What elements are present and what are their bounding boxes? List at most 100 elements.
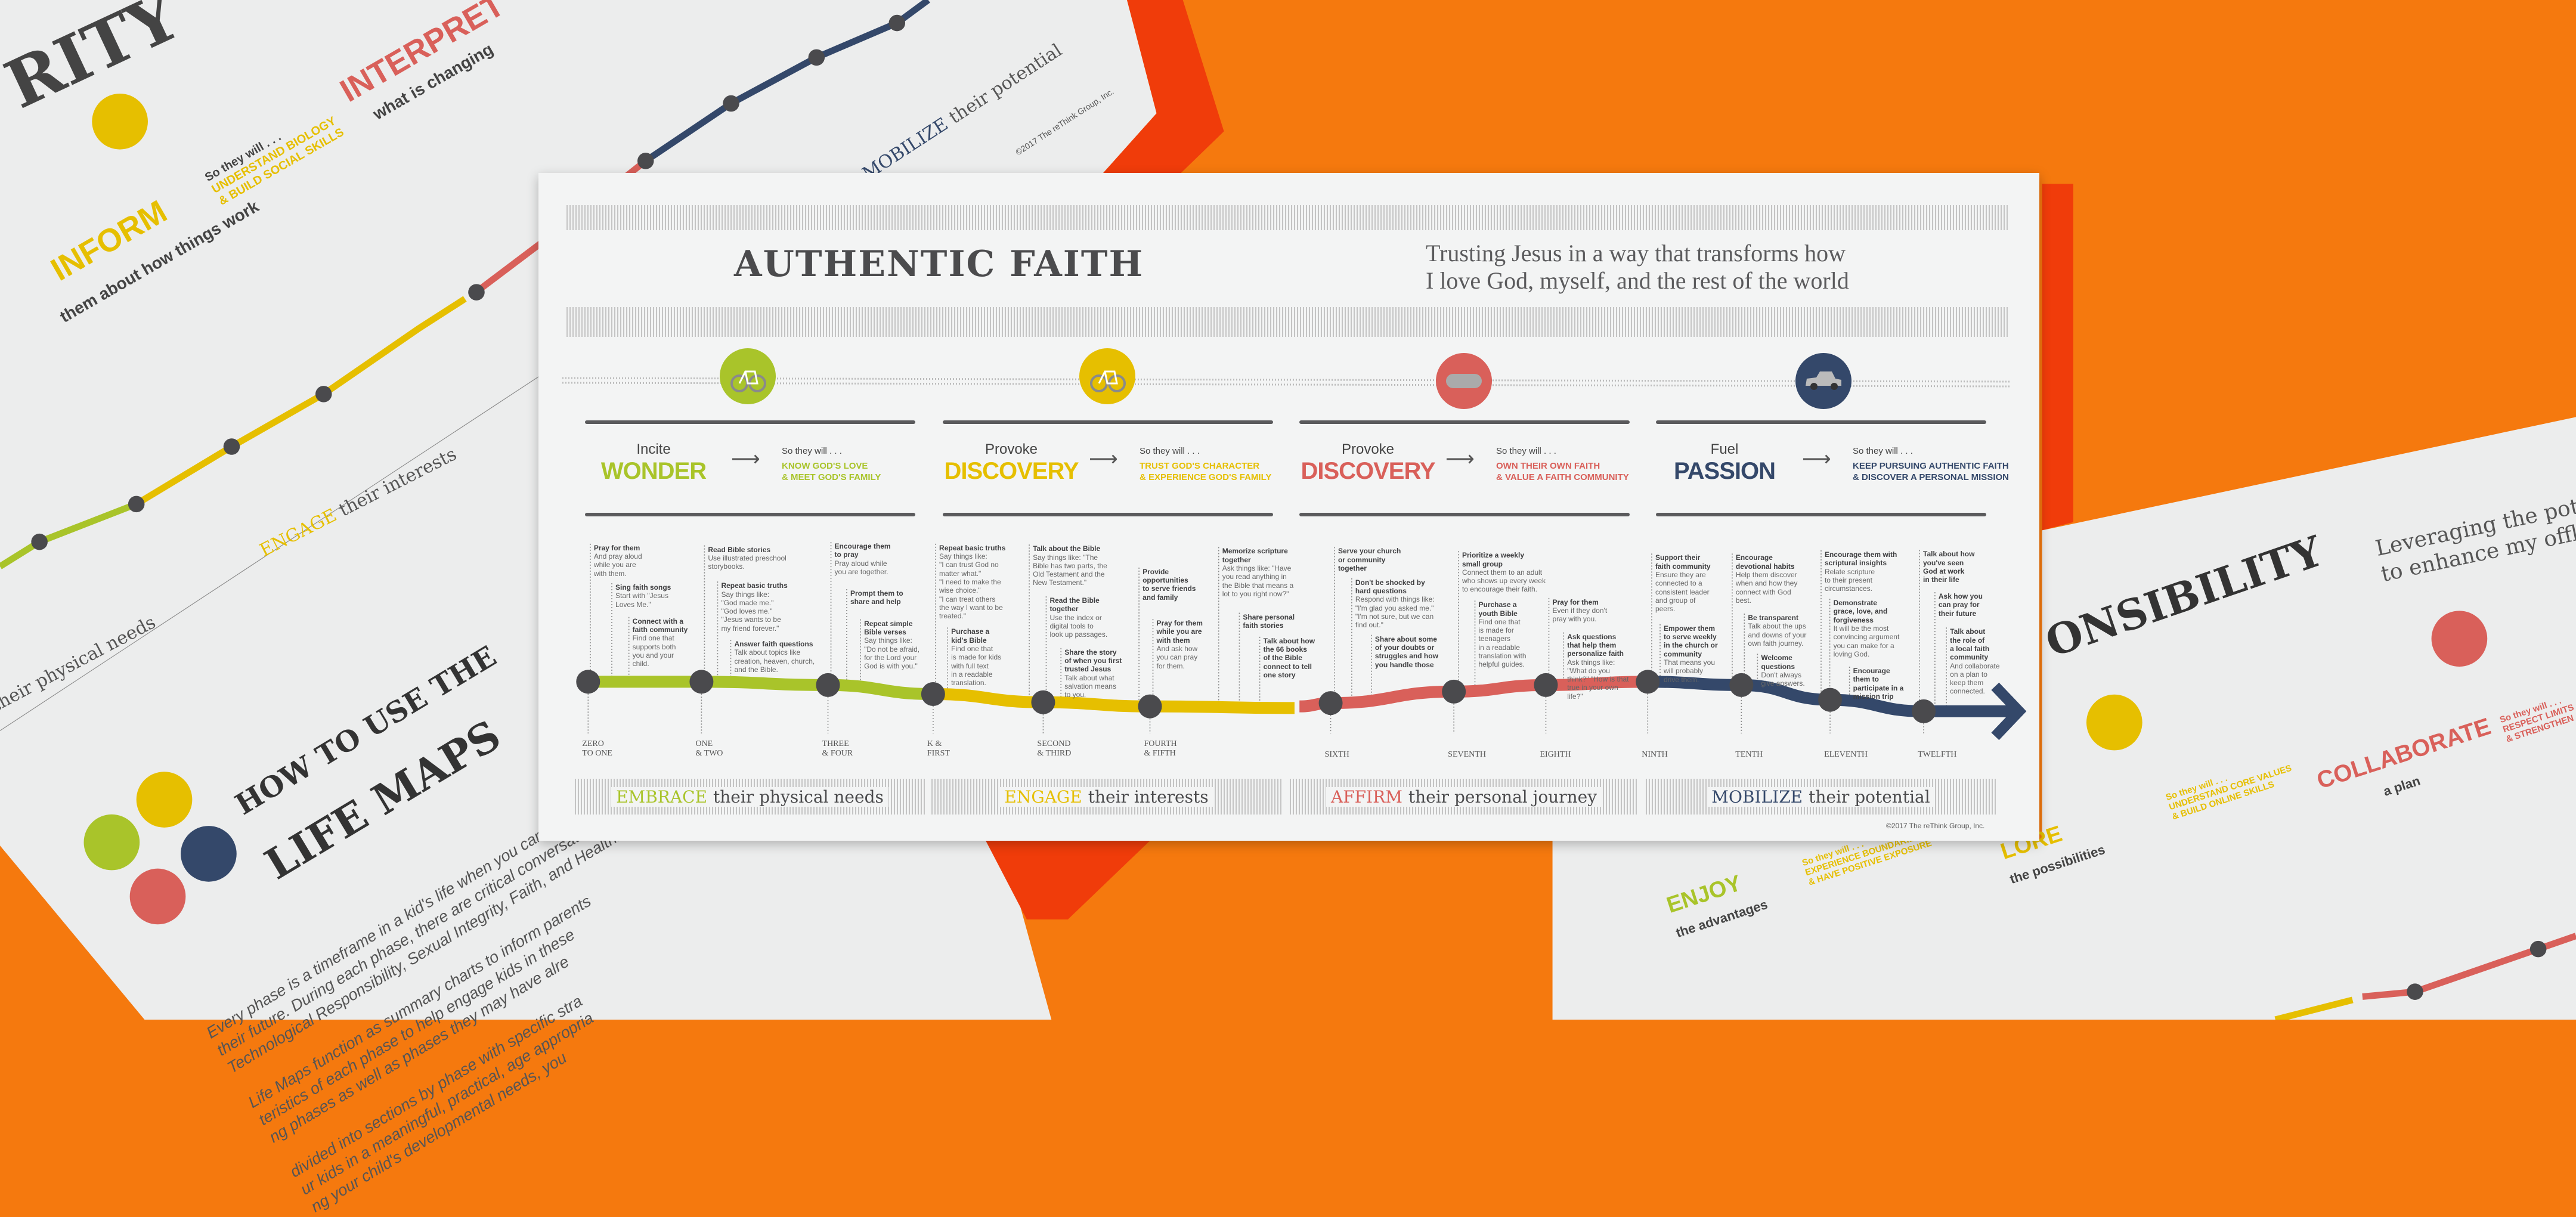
phase-top-rule (943, 420, 1273, 424)
tip-body: Use illustrated preschool storybooks. (708, 553, 787, 571)
tip-body: Help them discover when and how they con… (1735, 571, 1798, 605)
tip-body: Relate scripture to their present circum… (1824, 567, 1875, 593)
age-label: ELEVENTH (1824, 750, 1868, 759)
milestone-tip: Pray for them while you are with them And… (1157, 619, 1203, 670)
timeline-node (1818, 688, 1843, 712)
age-label: NINTH (1642, 750, 1668, 759)
tip-title: Talk about how the 66 books of the Bible… (1263, 636, 1315, 680)
phase-top-rule (585, 420, 915, 424)
tip-title: Purchase a youth Bible (1478, 600, 1518, 618)
band-highlight: ENGAGE (1004, 786, 1082, 807)
tip-title: Pray for them (1552, 597, 1599, 606)
tip-title: Support their faith community (1655, 553, 1711, 571)
tip-title: Encourage them to pray (834, 542, 891, 559)
phase-goal: OWN THEIR OWN FAITH & VALUE A FAITH COMM… (1496, 461, 1629, 482)
milestone-tip: Read Bible stories Use illustrated presch… (708, 546, 786, 571)
skateboard-icon (2431, 611, 2488, 667)
timeline-segment-green (588, 676, 933, 700)
phase-band: AFFIRM their personal journey (1290, 779, 1638, 815)
milestone-tip: Share about some of your doubts or strug… (1375, 635, 1438, 669)
tip-title: Memorize scripture together (1222, 547, 1288, 564)
phase-band: ENGAGE their interests (931, 779, 1281, 815)
milestone-tip: Serve your church or community together (1338, 547, 1401, 572)
tip-title: Pray for them while you are with them (1156, 619, 1203, 645)
arrow-right-icon: ⟶ (731, 448, 760, 470)
tip-body: Even if they don't pray with you. (1552, 606, 1608, 624)
top-hatch-band (566, 205, 2008, 230)
dotted-guide-line (562, 377, 2012, 383)
timeline-node (576, 670, 600, 694)
milestone-tip: Support their faith community Ensure they… (1655, 553, 1711, 613)
tip-title: Be transparent (1748, 613, 1799, 622)
tip-title: Provide opportunities to serve friends a… (1143, 567, 1196, 602)
arrow-right-icon: ⟶ (1802, 448, 1831, 470)
milestone-tip: Don't be shocked by hard questions Respon… (1355, 578, 1435, 630)
timeline-node (1031, 690, 1055, 714)
band-text: their potential (1809, 786, 1930, 807)
timeline-node (1636, 670, 1660, 694)
tip-body: And collaborate on a plan to keep them c… (1950, 661, 2000, 696)
milestone-tip: Prioritize a weekly small group Connect t… (1462, 551, 1546, 593)
phase-verb: Provoke (984, 441, 1038, 457)
timeline-graphic (562, 348, 2027, 741)
background-timeline-nodes (31, 14, 906, 550)
milestone-tip: Talk about the role of a local faith com… (1950, 627, 1999, 695)
milestone-tip: Purchase a youth Bible Find one that is m… (1479, 600, 1527, 668)
age-label: SIXTH (1324, 750, 1349, 759)
skateboard-icon (129, 868, 186, 925)
milestone-tip: Talk about how the 66 books of the Bible… (1264, 637, 1315, 679)
tip-title: Read the Bible together (1049, 596, 1100, 614)
milestone-tip: Encourage them to pray Pray aloud while y… (835, 542, 891, 576)
phase-bottom-rule (585, 513, 915, 516)
age-label: SEVENTH (1448, 750, 1486, 759)
bicycle-icon (92, 93, 148, 150)
tip-body: Talk about topics like creation, heaven,… (734, 648, 815, 674)
tip-title: Pray for them (593, 543, 640, 552)
timeline-node (816, 673, 840, 697)
phase-verb: Incite (636, 441, 671, 457)
copyright: ©2017 The reThink Group, Inc. (1886, 822, 1985, 830)
phase-verb: Provoke (1341, 441, 1395, 457)
tip-title: Serve your church or community together (1337, 547, 1401, 572)
background-paper-right (1552, 417, 2576, 1020)
tip-title: Ask questions that help them personalize… (1567, 632, 1624, 658)
tip-body: Find one that is made for teenagers in a… (1478, 617, 1527, 669)
band-text: their personal journey (1408, 786, 1597, 807)
tip-title: Repeat basic truths (721, 581, 788, 590)
phase-bottom-rule (1299, 513, 1630, 516)
tip-title: Demonstrate grace, love, and forgiveness (1833, 599, 1888, 624)
second-hatch-band (566, 307, 2008, 337)
tip-body: Pray aloud while you are together. (834, 559, 888, 577)
tip-title: Encourage devotional habits (1735, 553, 1795, 571)
milestone-tip: Encourage them with scriptural insights R… (1825, 550, 1897, 593)
bicycle-icon (1079, 348, 1135, 404)
phase-band: EMBRACE their physical needs (575, 779, 925, 815)
age-label: THREE & FOUR (822, 739, 853, 758)
band-highlight: AFFIRM (1330, 786, 1402, 807)
tip-body: Respond with things like: "I'm glad you … (1355, 595, 1435, 630)
tip-body: Use the index or digital tools to look u… (1049, 613, 1108, 639)
band-highlight: EMBRACE (616, 786, 707, 807)
milestone-tip: Read the Bible together Use the index or … (1049, 596, 1107, 639)
age-label: ZERO TO ONE (582, 739, 612, 758)
milestone-tip: Answer faith questions Talk about topics … (734, 640, 815, 674)
car-icon (181, 826, 237, 882)
milestone-tip: Ask how you can pray for their future (1939, 592, 1983, 618)
milestone-tip: Talk about the Bible Say things like: "Th… (1033, 544, 1107, 587)
timeline-node (1729, 673, 1754, 697)
age-label: FOURTH & FIFTH (1144, 739, 1177, 758)
tip-title: Welcome questions (1761, 654, 1795, 671)
band-text: their interests (1088, 786, 1209, 807)
timeline-node (1138, 694, 1162, 719)
bicycle-training-wheels-icon (720, 348, 776, 404)
tip-title: Answer faith questions (734, 640, 813, 649)
authentic-faith-poster: AUTHENTIC FAITH Trusting Jesus in a way … (538, 173, 2039, 841)
milestone-tip: Share the story of when you first truste… (1064, 648, 1122, 699)
milestone-tip: Pray for them Even if they don't pray wit… (1552, 598, 1607, 624)
tip-body: It will be the most convincing argument … (1833, 624, 1900, 658)
tip-body: Don't always give answers. (1761, 671, 1805, 688)
phase-noun: WONDER (600, 458, 707, 484)
arrow-right-icon: ⟶ (1445, 448, 1475, 470)
tip-title: Read Bible stories (708, 545, 771, 554)
tip-title: Talk about how you've seen God at work i… (1923, 550, 1975, 584)
